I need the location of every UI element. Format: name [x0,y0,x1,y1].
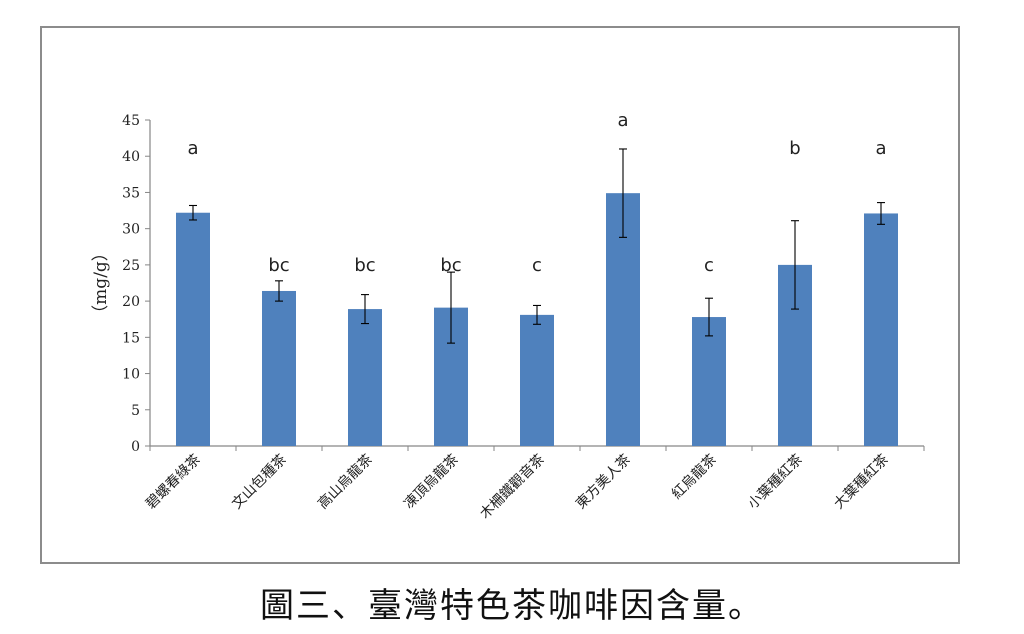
significance-letter: bc [354,255,375,276]
y-tick-labels: 0 5 10 15 20 25 30 35 40 45 [122,113,140,455]
category-label: 小葉種紅茶 [745,452,806,513]
y-tick-label: 5 [131,403,140,419]
chart-frame: a bc bc bc c a c b a 0 5 10 15 20 25 30 35 40 45 碧螺春綠茶 文山包… [40,26,960,564]
bar [864,213,898,446]
significance-letters: a bc bc bc c a c b a [187,110,886,276]
significance-letter: c [704,255,714,276]
bar [692,317,726,446]
bar [520,314,554,446]
y-tick-label: 0 [131,439,140,455]
error-bars [189,148,885,344]
category-label: 高山烏龍茶 [314,451,376,513]
significance-letter: b [789,138,800,159]
significance-letter: bc [268,255,289,276]
y-tick-label: 45 [122,113,140,129]
category-label: 大葉種紅茶 [831,452,892,513]
bar [176,212,210,446]
category-label: 東方美人茶 [573,452,634,513]
category-label: 木柵鐵觀音茶 [476,451,547,522]
figure-caption: 圖三、臺灣特色茶咖啡因含量。 [260,586,764,626]
significance-letter: a [617,110,628,131]
bar-chart: a bc bc bc c a c b a 0 5 10 15 20 25 30 35 40 45 碧螺春綠茶 文山包… [91,110,925,522]
significance-letter: a [187,138,198,159]
y-axis-label: （mg/g） [91,244,111,322]
y-tick-label: 35 [122,185,140,201]
bar [262,290,296,446]
category-label: 紅烏龍茶 [668,451,720,503]
y-tick-label: 40 [122,149,140,165]
category-labels: 碧螺春綠茶 文山包種茶 高山烏龍茶 凍頂烏龍茶 木柵鐵觀音茶 東方美人茶 紅烏龍茶 小葉種紅茶… [143,451,892,522]
bar [348,309,382,446]
significance-letter: c [532,255,542,276]
y-tick-label: 15 [122,330,140,346]
category-label: 碧螺春綠茶 [143,452,204,513]
significance-letter: bc [440,255,461,276]
y-tick-label: 20 [122,294,140,310]
category-label: 文山包種茶 [229,452,290,513]
y-tick-label: 10 [122,367,140,383]
y-tick-label: 30 [122,222,140,238]
category-label: 凍頂烏龍茶 [400,451,462,513]
y-tick-label: 25 [122,258,140,274]
bars [176,193,898,446]
significance-letter: a [875,138,886,159]
